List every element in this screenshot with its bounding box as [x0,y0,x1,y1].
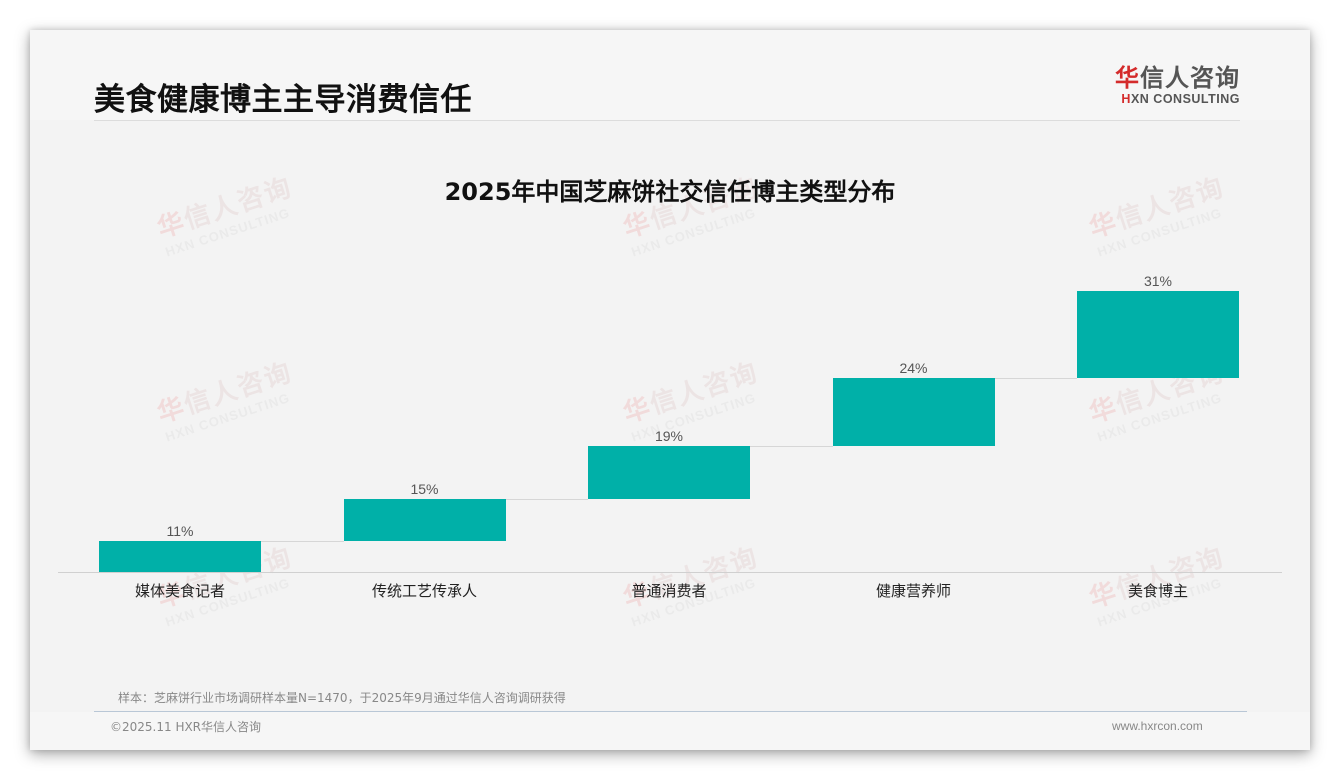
x-axis-category-label: 美食博主 [1127,582,1188,600]
bar-value-label: 24% [899,360,928,376]
source-note: 样本：芝麻饼行业市场调研样本量N=1470，于2025年9月通过华信人咨询调研获… [118,691,566,705]
logo-mark: 华 [1115,64,1140,92]
connector-line [750,446,833,447]
logo-en-text: XN CONSULTING [1130,92,1240,106]
bar [343,499,506,541]
footer-band [30,712,1310,750]
slide: 美食健康博主主导消费信任 华信人咨询 HXN CONSULTING 华信人咨询 H… [30,30,1310,750]
website-link[interactable]: www.hxrcon.com [1112,719,1203,733]
chart-plot-area: 11% 媒体美食记者 15% 传统工艺传承人 19% 普通消费者 24% 健康营养师 31% 美食… [58,260,1282,660]
footer-divider [94,711,1247,712]
bar [832,378,995,446]
bar [1077,291,1239,378]
bar-value-label: 19% [654,428,684,444]
copyright: ©2025.11 HXR华信人咨询 [110,720,262,734]
logo-en: HXN CONSULTING [1110,92,1240,106]
x-axis-category-label: 传统工艺传承人 [371,582,477,600]
chart-title: 2025年中国芝麻饼社交信任博主类型分布 [444,178,896,206]
bar [588,446,750,499]
bar [99,541,261,572]
company-logo: 华信人咨询 HXN CONSULTING [1110,64,1240,106]
logo-en-mark: H [1121,92,1131,106]
x-axis-category-label: 媒体美食记者 [134,582,225,600]
header-band [30,30,1310,120]
logo-cn-text: 信人咨询 [1140,64,1240,92]
bar-value-label: 11% [166,523,194,539]
bar-value-label: 15% [410,481,439,497]
x-axis-category-label: 健康营养师 [875,582,951,600]
header-divider [94,120,1240,121]
connector-line [261,541,344,542]
bar-value-label: 31% [1143,273,1173,289]
page-title: 美食健康博主主导消费信任 [94,82,472,118]
connector-line [505,499,588,500]
x-axis-line [58,572,1282,573]
connector-line [994,378,1077,379]
x-axis-category-label: 普通消费者 [631,582,707,600]
logo-cn: 华信人咨询 [1110,64,1240,92]
